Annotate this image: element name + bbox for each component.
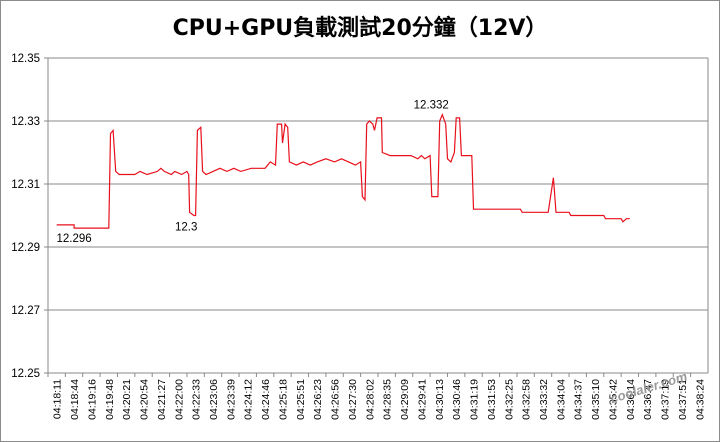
x-tick-label: 04:36:47 <box>642 379 654 420</box>
x-tick-label: 04:34:37 <box>573 379 585 420</box>
x-tick-label: 04:28:02 <box>364 379 376 420</box>
x-tick-label: 04:22:33 <box>191 379 203 420</box>
x-tick-label: 04:24:12 <box>243 379 255 420</box>
x-tick-label: 04:21:27 <box>156 379 168 420</box>
x-tick-label: 04:36:14 <box>625 379 637 420</box>
x-tick-label: 04:19:16 <box>86 379 98 420</box>
x-tick-label: 04:34:04 <box>555 379 567 420</box>
x-tick-label: 04:20:54 <box>139 379 151 420</box>
x-tick-label: 04:18:44 <box>69 379 81 420</box>
x-tick-label: 04:25:51 <box>295 379 307 420</box>
y-tick-label: 12.35 <box>11 53 40 65</box>
y-tick-label: 12.31 <box>11 179 40 191</box>
x-tick-label: 04:24:46 <box>260 379 272 420</box>
x-tick-label: 04:26:23 <box>312 379 324 420</box>
x-tick-label: 04:37:51 <box>677 379 689 420</box>
x-tick-label: 04:31:53 <box>486 379 498 420</box>
data-label: 12.332 <box>414 100 449 112</box>
x-tick-label: 04:22:00 <box>173 379 185 420</box>
gridlines <box>48 57 708 374</box>
y-tick-label: 12.25 <box>11 368 40 380</box>
axes <box>44 57 709 377</box>
x-tick-label: 04:20:21 <box>121 379 133 420</box>
x-tick-label: 04:37:19 <box>660 379 672 420</box>
data-label: 12.3 <box>175 222 197 234</box>
x-tick-label: 04:23:06 <box>208 379 220 420</box>
x-tick-label: 04:30:46 <box>451 379 463 420</box>
series-line <box>56 113 630 229</box>
chart-title: CPU+GPU負載測試20分鐘（12V） <box>172 16 548 41</box>
data-labels: 12.296 12.3 12.332 <box>56 100 448 245</box>
y-tick-label: 12.33 <box>11 116 40 128</box>
series <box>56 113 630 229</box>
x-tick-label: 04:25:18 <box>277 379 289 420</box>
y-tick-label: 12.27 <box>11 305 40 317</box>
x-axis-ticks: 04:18:11 04:18:44 04:19:16 04:19:48 04:20:21… <box>52 379 707 420</box>
x-tick-label: 04:27:30 <box>347 379 359 420</box>
y-tick-label: 12.29 <box>11 242 40 254</box>
x-tick-label: 04:29:41 <box>416 379 428 420</box>
x-tick-label: 04:38:24 <box>694 379 706 420</box>
x-tick-label: 04:28:35 <box>382 379 394 420</box>
x-tick-label: 04:33:32 <box>538 379 550 420</box>
x-tick-label: 04:31:19 <box>469 379 481 420</box>
x-tick-label: 04:30:13 <box>434 379 446 420</box>
x-tick-label: 04:19:48 <box>104 379 116 420</box>
x-tick-label: 04:18:11 <box>52 379 64 419</box>
x-tick-label: 04:26:56 <box>330 379 342 420</box>
x-tick-label: 04:32:25 <box>503 379 515 420</box>
x-tick-label: 04:35:10 <box>590 379 602 420</box>
x-tick-label: 04:23:39 <box>225 379 237 420</box>
x-tick-label: 04:29:09 <box>399 379 411 420</box>
x-tick-label: 04:35:42 <box>607 379 619 420</box>
y-axis-ticks: 12.35 12.33 12.31 12.29 12.27 12.25 <box>11 53 40 380</box>
data-label: 12.296 <box>56 233 91 245</box>
x-tick-label: 04:32:58 <box>521 379 533 420</box>
